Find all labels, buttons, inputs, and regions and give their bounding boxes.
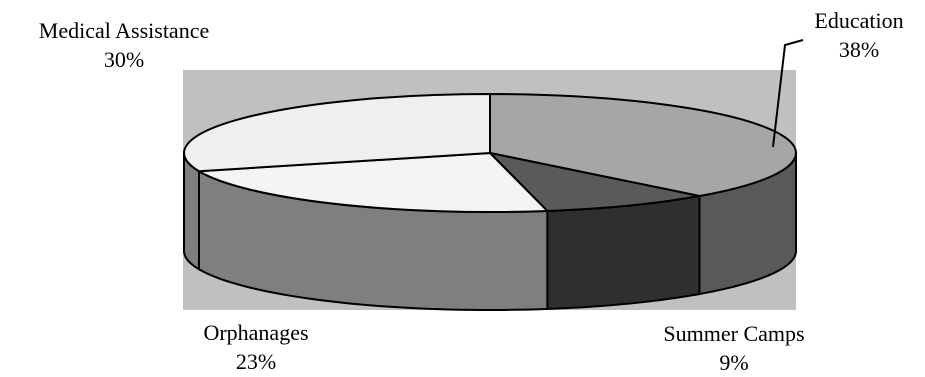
pie-sides [183,152,797,312]
label-education: Education 38% [800,6,918,64]
label-medical-assistance-name: Medical Assistance [38,18,210,43]
label-summer-camps-name: Summer Camps [663,321,805,346]
slice-top-summer-camps [489,152,701,212]
label-orphanages-name: Orphanages [203,320,309,345]
label-medical-assistance: Medical Assistance 30% [8,16,240,74]
label-medical-assistance-value: 30% [103,47,145,72]
label-orphanages-value: 23% [235,349,277,374]
label-summer-camps: Summer Camps 9% [634,319,834,377]
label-education-name: Education [814,8,904,33]
label-summer-camps-value: 9% [719,350,749,375]
leader-line-education [772,39,804,148]
slice-top-orphanages [197,152,549,213]
slice-side-summer-camps [546,194,701,310]
pie-tops [183,93,797,213]
label-orphanages: Orphanages 23% [186,318,326,376]
label-education-value: 38% [838,37,880,62]
slice-top-medical-assistance [183,93,491,173]
